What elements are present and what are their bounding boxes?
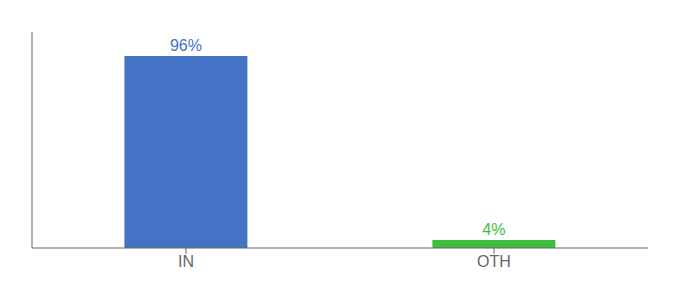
svg-text:4%: 4%: [482, 221, 505, 238]
svg-text:OTH: OTH: [477, 253, 511, 270]
svg-text:96%: 96%: [170, 37, 202, 54]
svg-text:IN: IN: [178, 253, 194, 270]
